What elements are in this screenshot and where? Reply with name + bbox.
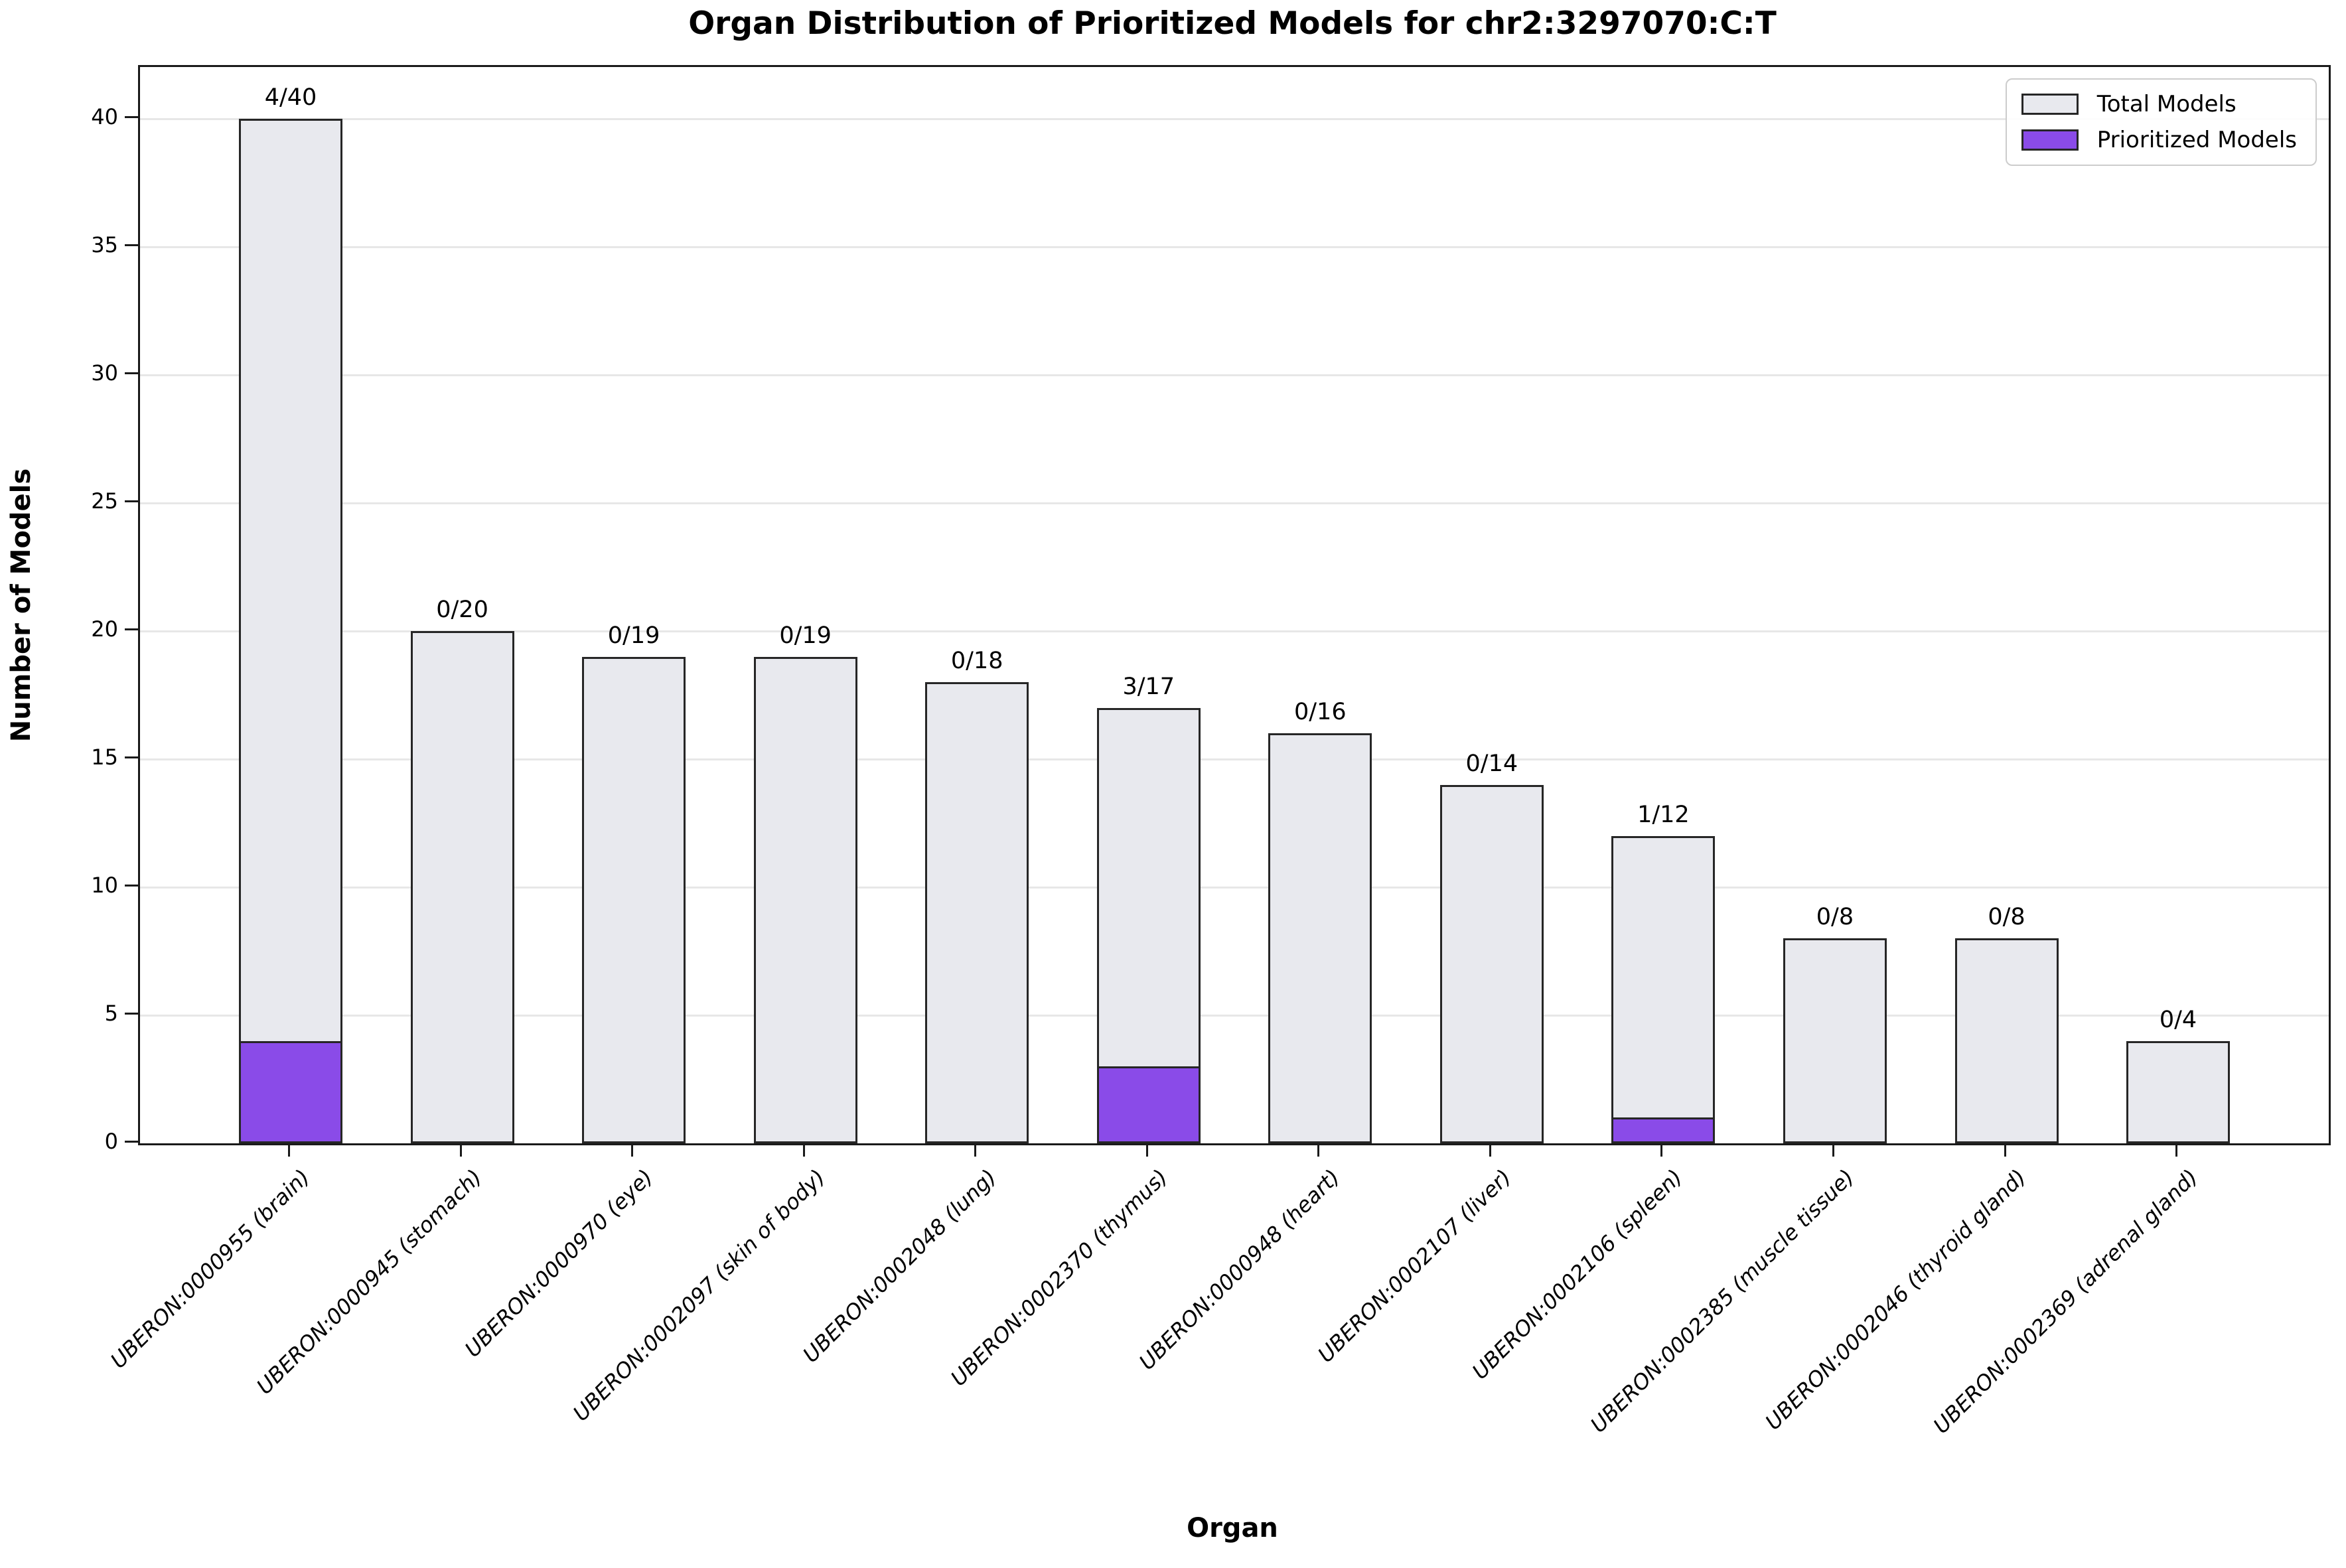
bar-value-label-10: 0/8 (1988, 904, 2025, 930)
y-tick-20 (125, 628, 138, 630)
gridline-y40 (140, 118, 2329, 120)
bar-total-8 (1611, 836, 1716, 1143)
x-tick-5 (1145, 1143, 1148, 1157)
bar-total-1 (410, 631, 514, 1143)
gridline-y20 (140, 630, 2329, 632)
y-tick-40 (125, 116, 138, 118)
y-tick-10 (125, 885, 138, 887)
y-tick-label-40: 40 (91, 104, 118, 129)
legend-swatch-0 (2021, 94, 2079, 115)
y-tick-label-30: 30 (91, 360, 118, 386)
gridline-y30 (140, 374, 2329, 376)
legend-swatch-1 (2021, 129, 2079, 151)
x-tick-label-0: UBERON:0000955 (brain) (106, 1164, 315, 1374)
legend-entry-1: Prioritized Models (2021, 127, 2297, 153)
gridline-y25 (140, 502, 2329, 504)
bar-total-10 (1954, 938, 2059, 1143)
bar-value-label-11: 0/4 (2159, 1007, 2197, 1033)
y-tick-35 (125, 244, 138, 246)
bar-total-9 (1783, 938, 1887, 1143)
x-tick-4 (974, 1143, 977, 1157)
y-tick-5 (125, 1013, 138, 1015)
y-tick-25 (125, 500, 138, 502)
legend-label-1: Prioritized Models (2096, 127, 2297, 153)
x-tick-8 (1660, 1143, 1663, 1157)
legend-entry-0: Total Models (2021, 92, 2297, 117)
gridline-y35 (140, 246, 2329, 248)
gridline-y10 (140, 887, 2329, 889)
y-tick-label-0: 0 (104, 1129, 118, 1154)
x-axis-label: Organ (1187, 1513, 1278, 1543)
gridline-y5 (140, 1015, 2329, 1017)
legend: Total Models Prioritized Models (2005, 78, 2317, 166)
chart-title: Organ Distribution of Prioritized Models… (688, 5, 1777, 42)
bar-value-label-8: 1/12 (1637, 802, 1690, 828)
x-tick-9 (1832, 1143, 1834, 1157)
x-tick-label-7: UBERON:0002107 (liver) (1313, 1164, 1516, 1368)
bar-total-7 (1439, 785, 1544, 1143)
x-tick-6 (1317, 1143, 1320, 1157)
bar-value-label-7: 0/14 (1465, 750, 1518, 777)
bar-value-label-0: 4/40 (264, 84, 317, 111)
bar-total-0 (239, 119, 342, 1143)
x-tick-10 (2004, 1143, 2006, 1157)
bar-value-label-4: 0/18 (950, 648, 1003, 674)
bar-value-label-1: 0/20 (436, 597, 488, 623)
x-tick-2 (631, 1143, 634, 1157)
y-tick-label-25: 25 (91, 488, 118, 514)
bar-prioritized-8 (1611, 1117, 1716, 1143)
y-tick-label-15: 15 (91, 745, 118, 770)
bar-value-label-9: 0/8 (1816, 904, 1854, 930)
bar-total-3 (753, 657, 857, 1143)
plot-area: 4/40 0/20 0/19 0/19 0/18 3/17 0/16 0/14 1/12 0/8 0… (138, 65, 2331, 1145)
x-tick-11 (2175, 1143, 2178, 1157)
y-tick-label-35: 35 (91, 232, 118, 257)
x-tick-label-6: UBERON:0000948 (heart) (1134, 1164, 1345, 1375)
y-tick-label-20: 20 (91, 616, 118, 642)
x-tick-1 (459, 1143, 462, 1157)
bar-value-label-5: 3/17 (1122, 674, 1175, 700)
gridline-y15 (140, 758, 2329, 760)
y-tick-15 (125, 756, 138, 758)
y-tick-0 (125, 1141, 138, 1143)
bar-total-2 (582, 657, 686, 1143)
x-tick-label-2: UBERON:0000970 (eye) (460, 1164, 658, 1362)
bar-value-label-3: 0/19 (779, 622, 832, 649)
y-tick-30 (125, 372, 138, 374)
y-tick-label-5: 5 (104, 1001, 118, 1026)
bar-total-6 (1268, 733, 1372, 1143)
legend-label-0: Total Models (2096, 91, 2236, 117)
x-tick-label-11: UBERON:0002369 (adrenal gland) (1928, 1164, 2203, 1439)
y-axis-label: Number of Models (6, 468, 37, 743)
bar-total-4 (925, 682, 1029, 1143)
y-tick-label-10: 10 (91, 873, 118, 898)
x-tick-7 (1489, 1143, 1491, 1157)
bar-total-11 (2126, 1041, 2231, 1143)
bar-value-label-6: 0/16 (1293, 699, 1347, 725)
bar-prioritized-0 (239, 1041, 342, 1143)
x-tick-0 (288, 1143, 290, 1157)
x-tick-label-4: UBERON:0002048 (lung) (798, 1164, 1001, 1368)
bar-value-label-2: 0/19 (607, 622, 660, 649)
bar-prioritized-5 (1096, 1066, 1201, 1143)
x-tick-3 (802, 1143, 805, 1157)
